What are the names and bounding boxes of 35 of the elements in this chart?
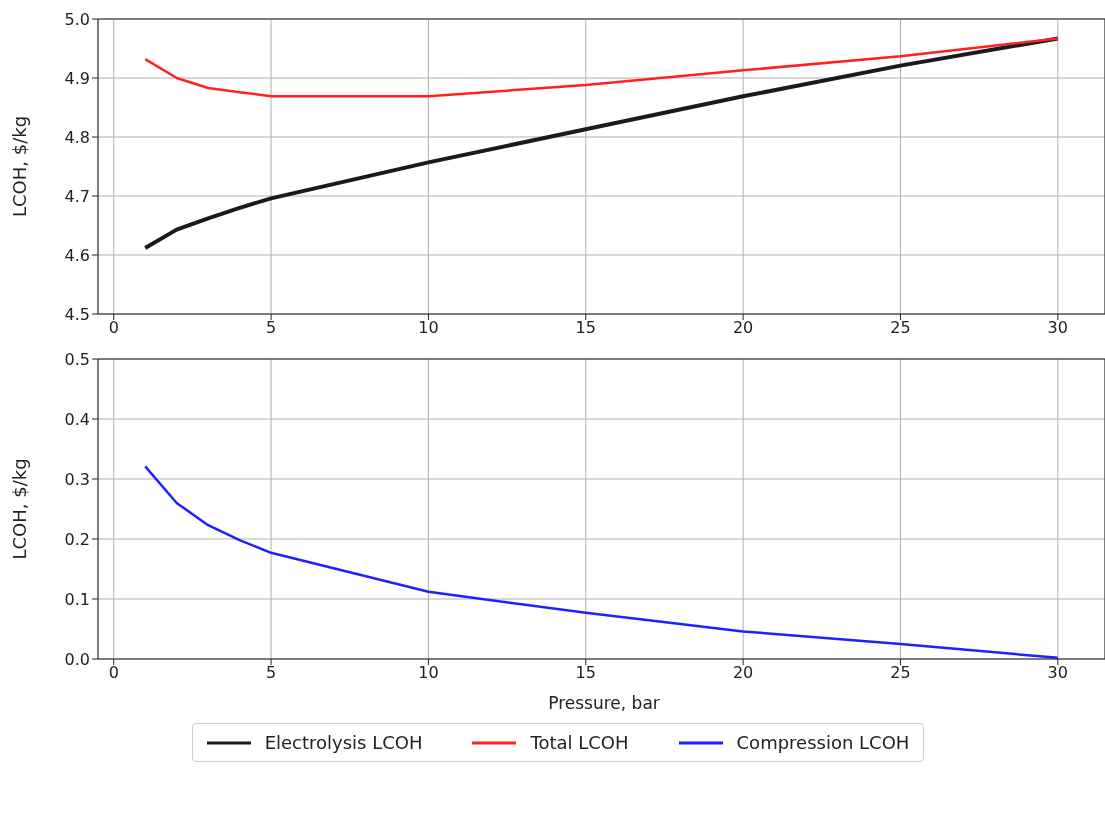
legend-label: Total LCOH (530, 732, 629, 753)
x-tick-label: 0 (108, 663, 119, 683)
x-tick-label: 20 (732, 663, 754, 683)
x-tick-label: 5 (265, 318, 277, 338)
y-tick-label: 4.8 (64, 127, 90, 147)
line-series (143, 36, 1060, 250)
y-tick-label: 0.5 (64, 349, 90, 369)
x-tick-label: 0 (108, 318, 119, 338)
y-tick-label: 4.9 (64, 68, 90, 88)
y-tick-label: 0.2 (64, 529, 90, 549)
legend-label: Electrolysis LCOH (264, 732, 423, 753)
x-tick-label: 10 (418, 318, 439, 338)
y-tick-label: 0.1 (64, 589, 90, 609)
y-tick-label: 0.3 (64, 469, 90, 489)
y-tick-label: 4.5 (64, 304, 90, 324)
x-tick-label: 25 (890, 318, 911, 338)
y-tick-label: 0.0 (64, 649, 90, 669)
line-series (143, 465, 1060, 659)
legend-label: Compression LCOH (736, 732, 910, 753)
y-tick-label: 5.0 (64, 9, 90, 29)
y-tick-label: 4.6 (64, 245, 90, 265)
line-series (143, 37, 1060, 98)
x-tick-label: 30 (1047, 663, 1068, 683)
x-axis-title: Pressure, bar (547, 693, 661, 713)
x-tick-label: 25 (890, 663, 911, 683)
x-tick-label: 30 (1047, 318, 1068, 338)
x-tick-label: 5 (265, 663, 277, 683)
x-tick-label: 15 (575, 318, 596, 338)
x-tick-label: 20 (732, 318, 754, 338)
y-tick-label: 0.4 (64, 409, 90, 429)
y-axis-title: LCOH, $/kg (9, 115, 31, 218)
x-tick-label: 15 (575, 663, 596, 683)
y-axis-title: LCOH, $/kg (9, 458, 31, 560)
y-tick-label: 4.7 (64, 186, 90, 206)
x-tick-label: 10 (418, 663, 439, 683)
